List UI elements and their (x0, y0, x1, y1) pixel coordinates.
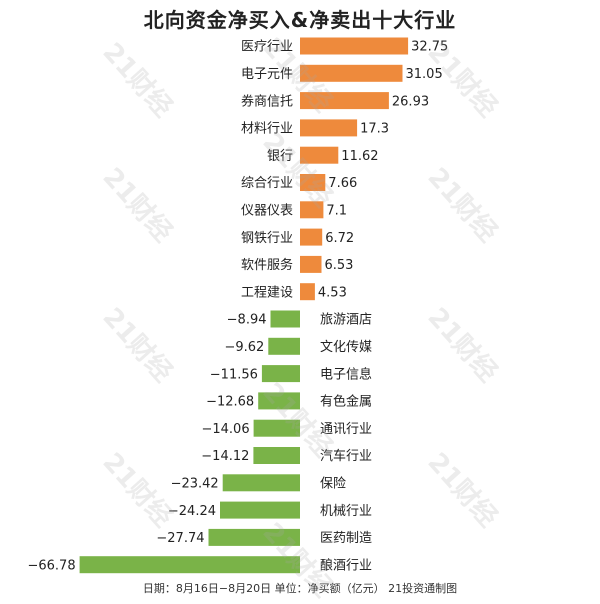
value-label: 26.93 (392, 94, 429, 109)
bar-14 (258, 392, 300, 410)
bar-11 (270, 310, 300, 328)
bar-12 (268, 337, 300, 355)
category-label: 旅游酒店 (320, 313, 372, 328)
value-label: −11.56 (210, 367, 258, 382)
chart-footer: 日期：8月16日−8月20日 单位：净买额（亿元） 21投资通制图 (142, 582, 458, 595)
value-label: 7.1 (326, 204, 347, 219)
category-label: 汽车行业 (320, 448, 372, 464)
value-label: 4.53 (318, 285, 347, 300)
value-label: −23.42 (171, 477, 219, 492)
value-label: 7.66 (328, 176, 357, 191)
value-label: 17.3 (360, 122, 389, 137)
labels-group: 医疗行业 32.75 电子元件 31.05 券商信托 26.93 材料行业 17.3 银行 11.… (27, 40, 448, 574)
category-label: 电子元件 (241, 67, 293, 82)
category-label: 软件服务 (241, 257, 293, 273)
bars-group (79, 37, 409, 574)
value-label: −27.74 (156, 531, 204, 546)
bar-4 (300, 119, 358, 137)
category-label: 酿酒行业 (320, 557, 372, 573)
value-label: 6.72 (325, 231, 354, 246)
bar-2 (300, 64, 403, 82)
category-label: 保险 (320, 477, 346, 492)
category-label: 钢铁行业 (241, 231, 293, 246)
category-label: 仪器仪表 (241, 204, 293, 219)
value-label: 31.05 (406, 67, 443, 82)
value-label: −14.06 (201, 422, 249, 437)
bar-3 (300, 92, 389, 110)
value-label: −8.94 (227, 313, 267, 328)
bar-7 (300, 201, 324, 219)
bar-6 (300, 174, 326, 191)
bar-10 (300, 283, 315, 301)
bar-17 (222, 474, 300, 492)
bar-19 (208, 528, 300, 546)
value-label: −9.62 (224, 340, 264, 355)
category-label: 券商信托 (241, 93, 293, 109)
category-label: 医疗行业 (241, 40, 293, 55)
bar-9 (300, 255, 322, 273)
value-label: 11.62 (341, 149, 378, 164)
category-label: 工程建设 (241, 285, 293, 300)
category-label: 通讯行业 (320, 422, 372, 437)
category-label: 电子信息 (320, 366, 372, 382)
category-label: 有色金属 (320, 394, 372, 410)
bar-13 (261, 365, 300, 383)
category-label: 医药制造 (320, 531, 372, 546)
value-label: −66.78 (27, 558, 75, 573)
category-label: 机械行业 (320, 504, 372, 519)
category-label: 材料行业 (241, 122, 293, 137)
value-label: 6.53 (325, 258, 354, 273)
category-label: 银行 (267, 149, 293, 164)
bar-1 (300, 37, 409, 55)
bar-18 (220, 501, 300, 519)
bar-15 (253, 419, 300, 437)
category-label: 文化传媒 (320, 340, 372, 355)
value-label: −14.12 (201, 449, 249, 464)
chart-title: 北向资金净买入&净卖出十大行业 (143, 8, 457, 32)
bar-16 (253, 447, 300, 464)
bar-20 (79, 556, 300, 574)
category-label: 综合行业 (241, 176, 293, 191)
value-label: 32.75 (411, 40, 448, 55)
bar-8 (300, 228, 323, 246)
value-label: −24.24 (168, 504, 216, 519)
value-label: −12.68 (206, 395, 254, 410)
bar-5 (300, 146, 339, 164)
